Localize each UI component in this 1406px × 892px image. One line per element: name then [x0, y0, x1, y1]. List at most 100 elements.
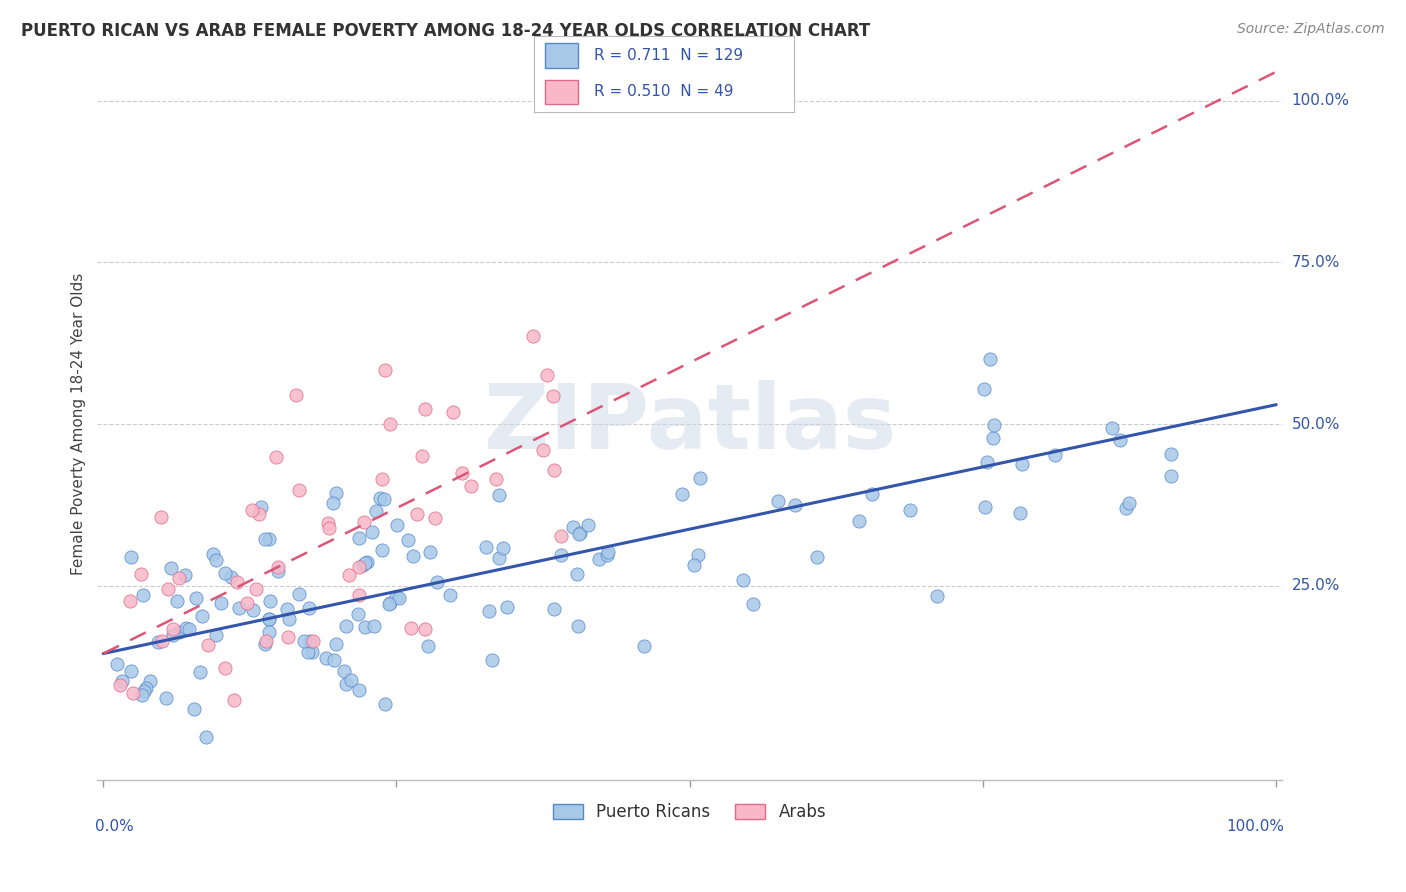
Text: 100.0%: 100.0%: [1226, 819, 1285, 834]
Point: [214, 661, 236, 675]
Point: [976, 455, 998, 469]
Point: [325, 637, 347, 651]
Point: [108, 678, 131, 692]
Point: [146, 634, 169, 648]
Point: [983, 418, 1005, 433]
Point: [194, 731, 217, 745]
Point: [276, 601, 298, 615]
Point: [565, 566, 588, 581]
Point: [122, 686, 145, 700]
Y-axis label: Female Poverty Among 18-24 Year Olds: Female Poverty Among 18-24 Year Olds: [72, 273, 86, 575]
Point: [596, 548, 619, 562]
Point: [1043, 448, 1066, 462]
Point: [1108, 433, 1130, 447]
Point: [347, 607, 370, 621]
Point: [689, 470, 711, 484]
Point: [325, 485, 347, 500]
Point: [488, 550, 510, 565]
Point: [1160, 468, 1182, 483]
Point: [352, 558, 374, 572]
Point: [135, 681, 157, 695]
Point: [236, 596, 259, 610]
Point: [531, 442, 554, 457]
Point: [536, 368, 558, 382]
Point: [160, 561, 183, 575]
Point: [568, 526, 591, 541]
Point: [898, 502, 921, 516]
Text: R = 0.510  N = 49: R = 0.510 N = 49: [595, 84, 734, 99]
Point: [1010, 506, 1032, 520]
Point: [149, 510, 172, 524]
Text: 25.0%: 25.0%: [1292, 578, 1340, 593]
Point: [278, 612, 301, 626]
Point: [742, 597, 765, 611]
Point: [298, 633, 321, 648]
Point: [152, 633, 174, 648]
Point: [288, 483, 311, 498]
Point: [267, 559, 290, 574]
Point: [368, 491, 391, 505]
Point: [226, 575, 249, 590]
Point: [228, 600, 250, 615]
Point: [550, 529, 572, 543]
Point: [316, 516, 339, 531]
Point: [588, 552, 610, 566]
Text: PUERTO RICAN VS ARAB FEMALE POVERTY AMONG 18-24 YEAR OLDS CORRELATION CHART: PUERTO RICAN VS ARAB FEMALE POVERTY AMON…: [21, 22, 870, 40]
Point: [169, 571, 191, 585]
Point: [385, 591, 408, 605]
Point: [561, 520, 583, 534]
Point: [478, 604, 501, 618]
Point: [157, 582, 180, 596]
Text: 75.0%: 75.0%: [1292, 255, 1340, 270]
Point: [120, 664, 142, 678]
Point: [267, 564, 290, 578]
Point: [373, 492, 395, 507]
Text: 100.0%: 100.0%: [1292, 94, 1350, 108]
Point: [495, 599, 517, 614]
Point: [475, 540, 498, 554]
Point: [347, 683, 370, 698]
Point: [396, 533, 419, 547]
Point: [974, 500, 997, 515]
Point: [399, 621, 422, 635]
Point: [139, 673, 162, 688]
Point: [347, 559, 370, 574]
Point: [860, 486, 883, 500]
Point: [253, 637, 276, 651]
Point: [201, 547, 224, 561]
Point: [166, 594, 188, 608]
Point: [363, 619, 385, 633]
Point: [439, 588, 461, 602]
Point: [460, 479, 482, 493]
Point: [783, 498, 806, 512]
Point: [567, 618, 589, 632]
Point: [245, 582, 267, 596]
Point: [543, 389, 565, 403]
Point: [277, 630, 299, 644]
Point: [361, 525, 384, 540]
Point: [848, 514, 870, 528]
Point: [177, 622, 200, 636]
Point: [249, 500, 271, 514]
Point: [419, 545, 441, 559]
Point: [378, 598, 401, 612]
Point: [385, 518, 408, 533]
Point: [671, 486, 693, 500]
Point: [259, 594, 281, 608]
Point: [1160, 446, 1182, 460]
Point: [522, 329, 544, 343]
Point: [162, 628, 184, 642]
Point: [253, 532, 276, 546]
Point: [413, 402, 436, 417]
Point: [973, 382, 995, 396]
Point: [285, 387, 308, 401]
Point: [682, 558, 704, 572]
Point: [257, 625, 280, 640]
Point: [264, 450, 287, 464]
Point: [353, 557, 375, 571]
Point: [356, 555, 378, 569]
Point: [111, 673, 134, 688]
Point: [370, 472, 392, 486]
Point: [176, 621, 198, 635]
Text: 0.0%: 0.0%: [96, 819, 134, 834]
